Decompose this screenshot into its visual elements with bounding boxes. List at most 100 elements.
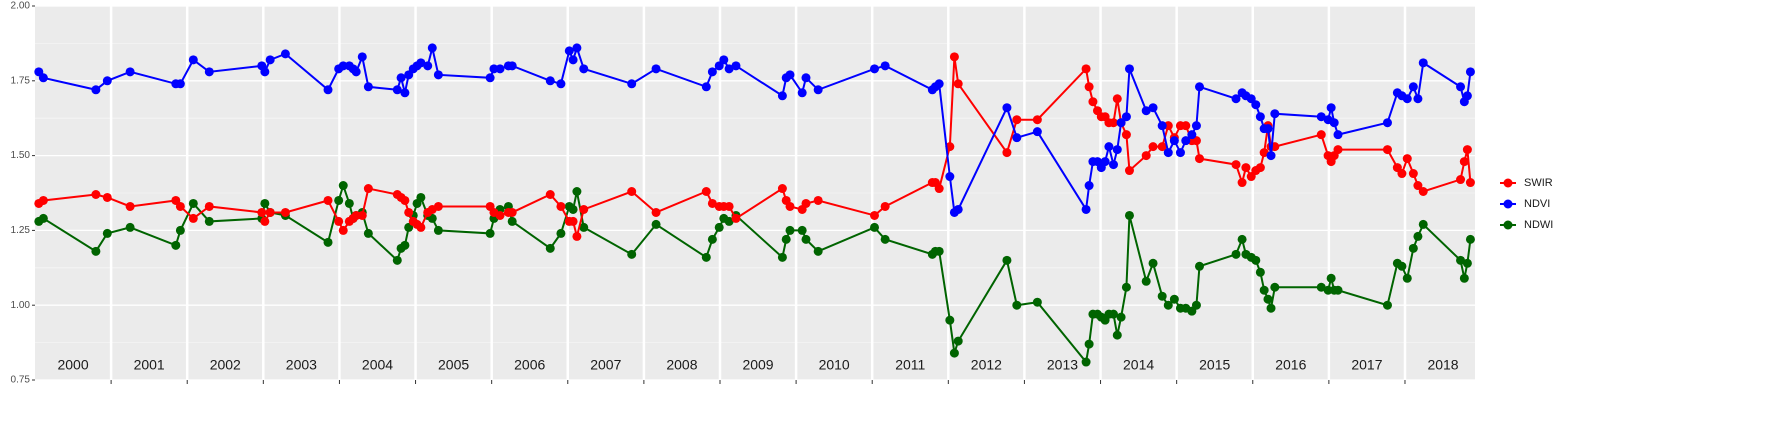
data-point <box>545 243 555 253</box>
data-point <box>323 85 333 95</box>
data-point <box>777 184 787 194</box>
data-point <box>1124 210 1134 220</box>
year-label: 2015 <box>1199 357 1230 373</box>
data-point <box>1032 115 1042 125</box>
data-point <box>564 46 574 56</box>
data-point <box>627 187 637 197</box>
data-point <box>1002 255 1012 265</box>
data-point <box>1141 151 1151 161</box>
data-point <box>545 76 555 86</box>
data-point <box>707 198 717 208</box>
data-point <box>1237 234 1247 244</box>
y-tick-label: 1.50 <box>11 150 31 161</box>
data-point <box>1462 258 1472 268</box>
data-point <box>1263 294 1273 304</box>
data-point <box>568 55 578 65</box>
data-point <box>568 216 578 226</box>
data-point <box>813 85 823 95</box>
data-point <box>797 225 807 235</box>
data-point <box>260 67 270 77</box>
year-label: 2016 <box>1275 357 1306 373</box>
data-point <box>724 201 734 211</box>
data-point <box>1259 285 1269 295</box>
year-label: 2011 <box>895 357 925 373</box>
data-point <box>701 82 711 92</box>
data-point <box>579 204 589 214</box>
data-point <box>357 52 367 62</box>
data-point <box>579 64 589 74</box>
data-point <box>1116 312 1126 322</box>
data-point <box>1266 151 1276 161</box>
data-point <box>1157 142 1167 152</box>
data-point <box>507 216 517 226</box>
year-label: 2012 <box>971 357 1002 373</box>
data-point <box>568 204 578 214</box>
data-point <box>1316 130 1326 140</box>
data-point <box>579 222 589 232</box>
data-point <box>1181 121 1191 131</box>
data-point <box>572 43 582 53</box>
data-point <box>1108 309 1118 319</box>
data-point <box>1002 148 1012 158</box>
data-point <box>423 61 433 71</box>
data-point <box>507 207 517 217</box>
data-point <box>949 52 959 62</box>
data-point <box>1141 276 1151 286</box>
data-point <box>1081 64 1091 74</box>
data-point <box>433 70 443 80</box>
data-point <box>396 73 406 83</box>
data-point <box>1382 300 1392 310</box>
data-point <box>785 225 795 235</box>
data-point <box>1316 282 1326 292</box>
data-point <box>1112 330 1122 340</box>
data-point <box>265 207 275 217</box>
data-point <box>1402 94 1412 104</box>
data-point <box>1231 249 1241 259</box>
data-point <box>1459 157 1469 167</box>
data-point <box>188 198 198 208</box>
data-point <box>91 246 101 256</box>
legend-label: NDWI <box>1524 219 1553 231</box>
data-point <box>323 237 333 247</box>
data-point <box>1191 121 1201 131</box>
data-point <box>1121 112 1131 122</box>
data-point <box>1012 133 1022 143</box>
data-point <box>357 210 367 220</box>
data-point <box>204 201 214 211</box>
data-point <box>731 61 741 71</box>
data-point <box>556 79 566 89</box>
data-point <box>171 240 181 250</box>
data-point <box>1084 181 1094 191</box>
data-point <box>1108 160 1118 170</box>
data-point <box>338 181 348 191</box>
data-point <box>1408 243 1418 253</box>
data-point <box>102 76 112 86</box>
data-point <box>1408 169 1418 179</box>
data-point <box>1382 118 1392 128</box>
data-point <box>1316 112 1326 122</box>
data-point <box>38 195 48 205</box>
data-point <box>777 252 787 262</box>
data-point <box>953 336 963 346</box>
data-point <box>797 88 807 98</box>
legend-key-point <box>1503 178 1513 188</box>
data-point <box>880 234 890 244</box>
data-point <box>1255 163 1265 173</box>
data-point <box>707 234 717 244</box>
year-label: 2002 <box>210 357 241 373</box>
legend-key-point <box>1503 220 1513 230</box>
data-point <box>1104 142 1114 152</box>
data-point <box>323 195 333 205</box>
data-point <box>1382 145 1392 155</box>
data-point <box>1187 130 1197 140</box>
data-point <box>433 225 443 235</box>
data-point <box>945 172 955 182</box>
data-point <box>627 249 637 259</box>
data-point <box>1333 130 1343 140</box>
data-point <box>102 228 112 238</box>
data-point <box>801 234 811 244</box>
data-point <box>1266 303 1276 313</box>
data-point <box>707 67 717 77</box>
data-point <box>701 252 711 262</box>
